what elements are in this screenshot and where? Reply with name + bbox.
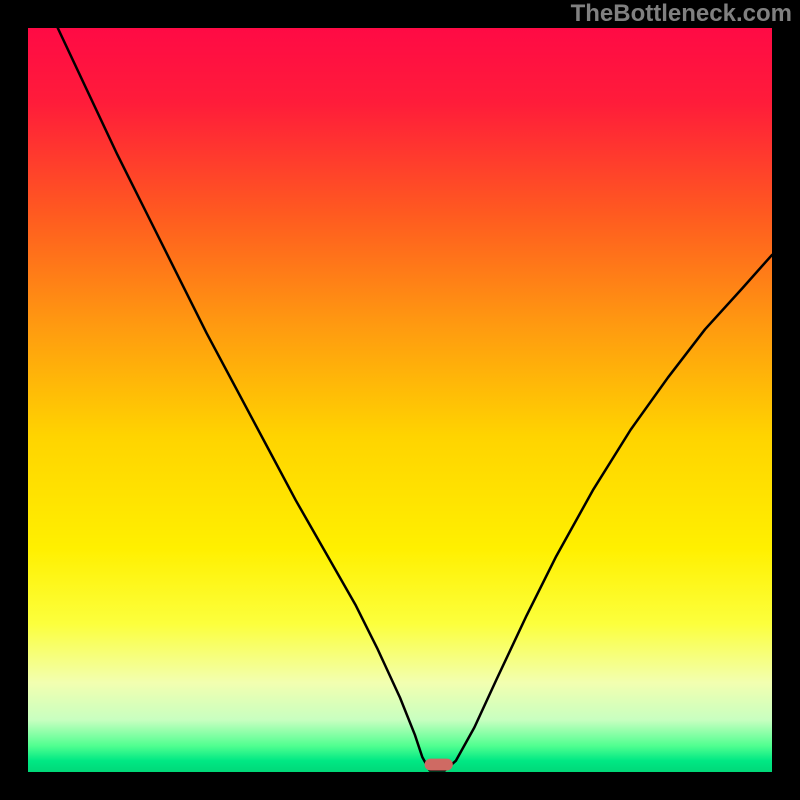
chart-container: TheBottleneck.com <box>0 0 800 800</box>
optimum-marker <box>425 759 453 771</box>
watermark-text: TheBottleneck.com <box>571 0 792 28</box>
bottleneck-chart <box>0 0 800 800</box>
plot-background <box>28 28 772 772</box>
